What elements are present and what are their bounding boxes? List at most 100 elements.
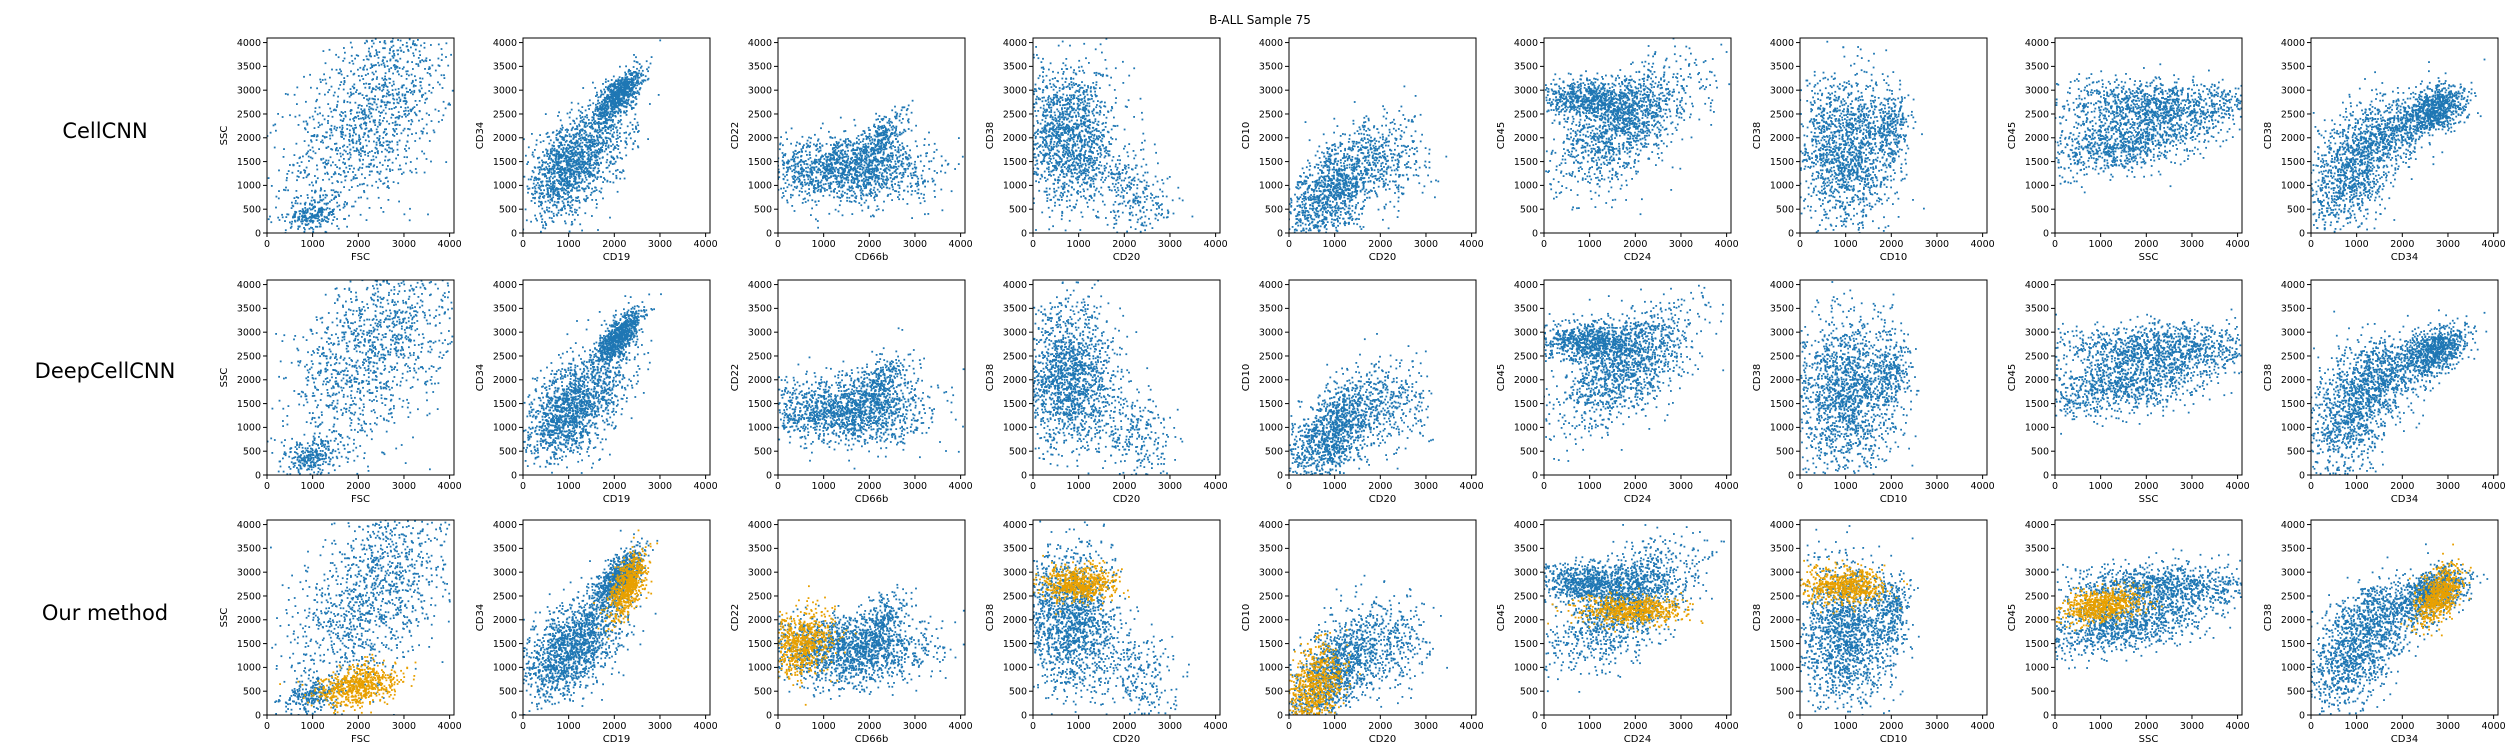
cell-point xyxy=(802,145,804,148)
cell-point xyxy=(614,99,616,102)
cell-point xyxy=(344,218,346,220)
cell-point xyxy=(826,179,829,181)
cell-point xyxy=(362,59,365,61)
cell-point xyxy=(581,112,584,114)
cell-point xyxy=(841,157,844,160)
cell-point xyxy=(361,111,363,114)
cell-point xyxy=(402,171,405,174)
cell-point xyxy=(825,152,827,155)
cell-point xyxy=(384,106,387,109)
cell-point xyxy=(556,149,558,152)
cell-point xyxy=(597,161,599,164)
cell-point xyxy=(573,122,576,125)
cell-point xyxy=(322,208,324,211)
cell-point xyxy=(623,177,626,180)
cell-point xyxy=(374,98,376,101)
cell-point xyxy=(302,209,305,212)
cell-point xyxy=(405,78,408,80)
cell-point xyxy=(581,161,584,164)
cell-point xyxy=(319,223,322,226)
cell-point xyxy=(382,86,385,88)
cell-point xyxy=(408,128,411,131)
y-tick-label: 3500 xyxy=(237,62,261,73)
cell-point xyxy=(599,96,602,98)
cell-point xyxy=(429,74,432,77)
cell-point xyxy=(598,126,601,129)
cell-point xyxy=(394,59,397,62)
cell-point xyxy=(828,176,831,179)
cell-point xyxy=(442,100,445,103)
cell-point xyxy=(897,181,900,184)
cell-point xyxy=(798,175,801,178)
cell-point xyxy=(555,129,558,132)
cell-point xyxy=(359,148,362,151)
cell-point xyxy=(548,184,551,187)
cell-point xyxy=(902,171,905,174)
cell-point xyxy=(389,49,391,52)
cell-point xyxy=(348,124,351,127)
cell-point xyxy=(547,153,550,155)
cell-point xyxy=(565,146,568,149)
cell-point xyxy=(812,187,815,189)
cell-point xyxy=(394,68,397,71)
cell-point xyxy=(383,64,386,67)
cell-point xyxy=(328,89,331,91)
cell-point xyxy=(590,172,592,175)
cell-point xyxy=(600,93,603,96)
cell-point xyxy=(906,185,909,188)
cell-point xyxy=(576,200,578,202)
cell-point xyxy=(606,94,609,96)
cell-point xyxy=(635,72,638,75)
cell-point xyxy=(782,161,785,164)
cell-point xyxy=(368,207,371,209)
cell-point xyxy=(329,137,332,140)
cell-point xyxy=(418,119,420,122)
cell-point xyxy=(392,38,394,40)
cell-point xyxy=(355,142,358,145)
cell-point xyxy=(428,90,431,92)
cell-point xyxy=(319,189,322,192)
cell-point xyxy=(590,148,592,151)
cell-point xyxy=(354,124,357,126)
cell-point xyxy=(367,99,370,102)
cell-point xyxy=(299,156,301,159)
cell-point xyxy=(917,184,920,186)
cell-point xyxy=(888,146,891,149)
cell-point xyxy=(381,111,383,114)
cell-point xyxy=(550,182,552,185)
cell-point xyxy=(567,168,570,171)
cell-point xyxy=(853,178,856,180)
cell-point xyxy=(311,189,313,192)
cell-point xyxy=(628,73,631,75)
cell-point xyxy=(590,125,593,127)
cell-point xyxy=(324,220,327,222)
cell-point xyxy=(419,77,421,80)
cell-point xyxy=(824,174,826,177)
cell-point xyxy=(898,198,900,201)
cell-point xyxy=(886,172,888,174)
cell-point xyxy=(569,177,571,179)
cell-point xyxy=(576,171,578,173)
cell-point xyxy=(305,176,308,179)
cell-point xyxy=(548,178,551,180)
cell-point xyxy=(794,165,797,168)
cell-point xyxy=(408,219,411,222)
cell-point xyxy=(863,148,865,151)
cell-point xyxy=(323,73,325,76)
cell-point xyxy=(603,177,605,179)
cell-point xyxy=(807,158,810,161)
cell-point xyxy=(559,195,561,197)
cell-point xyxy=(596,151,599,153)
cell-point xyxy=(928,143,930,146)
cell-point xyxy=(864,169,867,172)
cell-point xyxy=(368,163,371,166)
cell-point xyxy=(580,166,583,169)
cell-point xyxy=(596,159,599,161)
cell-point xyxy=(570,196,573,199)
cell-point xyxy=(632,101,634,103)
cell-point xyxy=(911,217,913,219)
cell-point xyxy=(603,115,605,118)
cell-point xyxy=(571,153,574,156)
cell-point xyxy=(873,168,875,170)
cell-point xyxy=(630,101,633,104)
